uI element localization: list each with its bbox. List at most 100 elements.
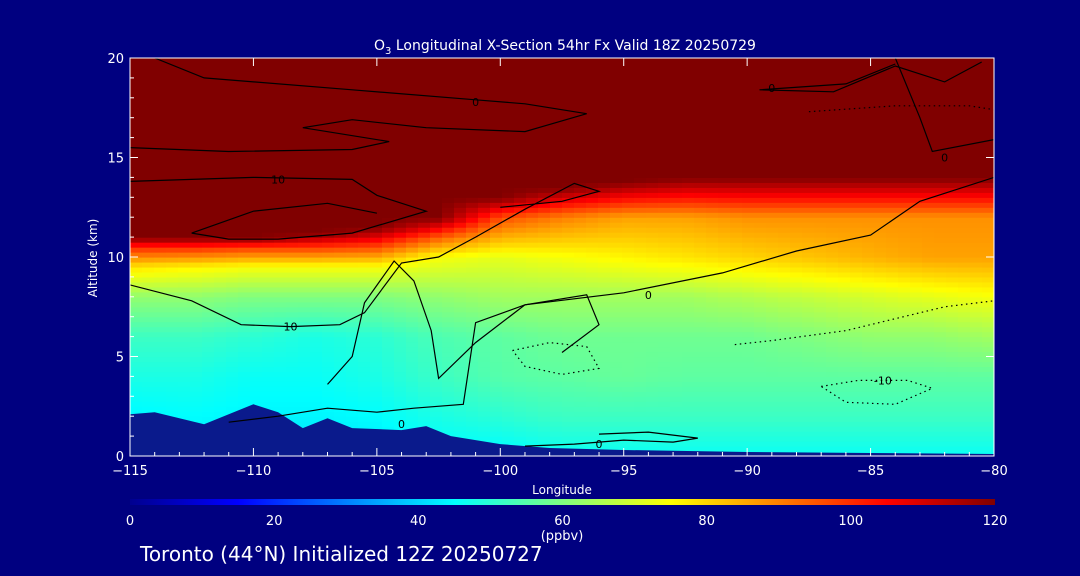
field-cell bbox=[742, 326, 755, 333]
field-cell bbox=[862, 202, 875, 208]
field-cell bbox=[154, 197, 167, 203]
field-cell bbox=[766, 142, 779, 149]
field-cell bbox=[274, 72, 287, 79]
field-cell bbox=[214, 396, 227, 402]
field-cell bbox=[790, 107, 803, 114]
field-cell bbox=[826, 441, 839, 447]
field-cell bbox=[370, 92, 383, 99]
field-cell bbox=[862, 117, 875, 124]
field-cell bbox=[370, 361, 383, 368]
field-cell bbox=[730, 182, 743, 188]
field-cell bbox=[574, 202, 587, 208]
field-cell bbox=[478, 237, 491, 243]
field-cell bbox=[730, 266, 743, 273]
field-cell bbox=[802, 441, 815, 447]
field-cell bbox=[334, 286, 347, 293]
field-cell bbox=[778, 426, 791, 432]
field-cell bbox=[154, 376, 167, 382]
field-cell bbox=[670, 331, 683, 338]
field-cell bbox=[874, 446, 887, 452]
field-cell bbox=[394, 102, 407, 109]
field-cell bbox=[754, 102, 767, 109]
field-cell bbox=[382, 361, 395, 368]
field-cell bbox=[706, 102, 719, 109]
field-cell bbox=[610, 396, 623, 402]
field-cell bbox=[310, 182, 323, 188]
field-cell bbox=[250, 276, 263, 283]
field-cell bbox=[550, 406, 563, 412]
field-cell bbox=[490, 276, 503, 283]
field-cell bbox=[778, 152, 791, 159]
field-cell bbox=[322, 152, 335, 159]
field-cell bbox=[790, 266, 803, 273]
field-cell bbox=[334, 92, 347, 99]
field-cell bbox=[526, 361, 539, 368]
field-cell bbox=[214, 217, 227, 223]
field-cell bbox=[322, 58, 335, 64]
field-cell bbox=[226, 276, 239, 283]
field-cell bbox=[190, 132, 203, 139]
field-cell bbox=[346, 346, 359, 353]
field-cell bbox=[574, 257, 587, 263]
field-cell bbox=[646, 242, 659, 248]
field-cell bbox=[262, 311, 275, 318]
field-cell bbox=[634, 396, 647, 402]
field-cell bbox=[190, 411, 203, 417]
field-cell bbox=[178, 207, 191, 213]
field-cell bbox=[238, 386, 251, 392]
field-cell bbox=[502, 202, 515, 208]
field-cell bbox=[214, 351, 227, 358]
field-cell bbox=[382, 217, 395, 223]
field-cell bbox=[610, 257, 623, 263]
field-cell bbox=[346, 411, 359, 417]
field-cell bbox=[814, 127, 827, 134]
field-cell bbox=[154, 92, 167, 99]
field-cell bbox=[418, 391, 431, 397]
field-cell bbox=[658, 82, 671, 89]
field-cell bbox=[586, 122, 599, 129]
field-cell bbox=[238, 296, 251, 303]
field-cell bbox=[862, 232, 875, 238]
field-cell bbox=[718, 67, 731, 74]
field-cell bbox=[538, 301, 551, 308]
field-cell bbox=[238, 142, 251, 149]
field-cell bbox=[694, 217, 707, 223]
field-cell bbox=[430, 212, 443, 218]
field-cell bbox=[130, 162, 143, 169]
field-cell bbox=[382, 341, 395, 348]
field-cell bbox=[418, 182, 431, 188]
field-cell bbox=[586, 207, 599, 213]
field-cell bbox=[358, 172, 371, 179]
field-cell bbox=[478, 152, 491, 159]
field-cell bbox=[826, 331, 839, 338]
field-cell bbox=[742, 401, 755, 407]
field-cell bbox=[718, 356, 731, 363]
field-cell bbox=[502, 311, 515, 318]
field-cell bbox=[298, 341, 311, 348]
field-cell bbox=[370, 346, 383, 353]
field-cell bbox=[838, 82, 851, 89]
field-cell bbox=[166, 237, 179, 243]
field-cell bbox=[658, 87, 671, 94]
field-cell bbox=[250, 122, 263, 129]
field-cell bbox=[646, 82, 659, 89]
field-cell bbox=[190, 306, 203, 313]
field-cell bbox=[586, 252, 599, 258]
field-cell bbox=[202, 62, 215, 69]
field-cell bbox=[574, 411, 587, 417]
field-cell bbox=[538, 321, 551, 328]
field-cell bbox=[274, 321, 287, 328]
field-cell bbox=[598, 97, 611, 104]
field-cell bbox=[178, 202, 191, 208]
field-cell bbox=[490, 157, 503, 164]
field-cell bbox=[718, 386, 731, 392]
field-cell bbox=[514, 247, 527, 253]
field-cell bbox=[814, 406, 827, 412]
field-cell bbox=[538, 316, 551, 323]
field-cell bbox=[622, 281, 635, 288]
field-cell bbox=[718, 117, 731, 124]
field-cell bbox=[406, 217, 419, 223]
field-cell bbox=[394, 311, 407, 318]
field-cell bbox=[790, 157, 803, 164]
field-cell bbox=[766, 97, 779, 104]
